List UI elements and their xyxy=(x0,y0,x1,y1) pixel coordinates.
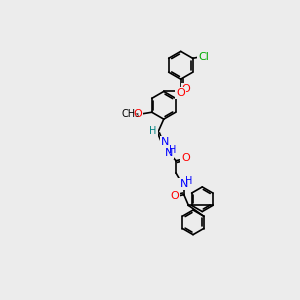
Text: H: H xyxy=(185,176,193,186)
Text: O: O xyxy=(170,191,179,201)
Text: N: N xyxy=(165,148,173,158)
Text: O: O xyxy=(181,153,190,163)
Text: Cl: Cl xyxy=(198,52,209,62)
Text: O: O xyxy=(176,88,185,98)
Text: N: N xyxy=(180,179,188,189)
Text: N: N xyxy=(161,137,170,147)
Text: O: O xyxy=(182,84,190,94)
Text: CH₃: CH₃ xyxy=(121,109,139,119)
Text: H: H xyxy=(169,145,177,155)
Text: O: O xyxy=(134,109,142,119)
Text: H: H xyxy=(149,127,157,136)
